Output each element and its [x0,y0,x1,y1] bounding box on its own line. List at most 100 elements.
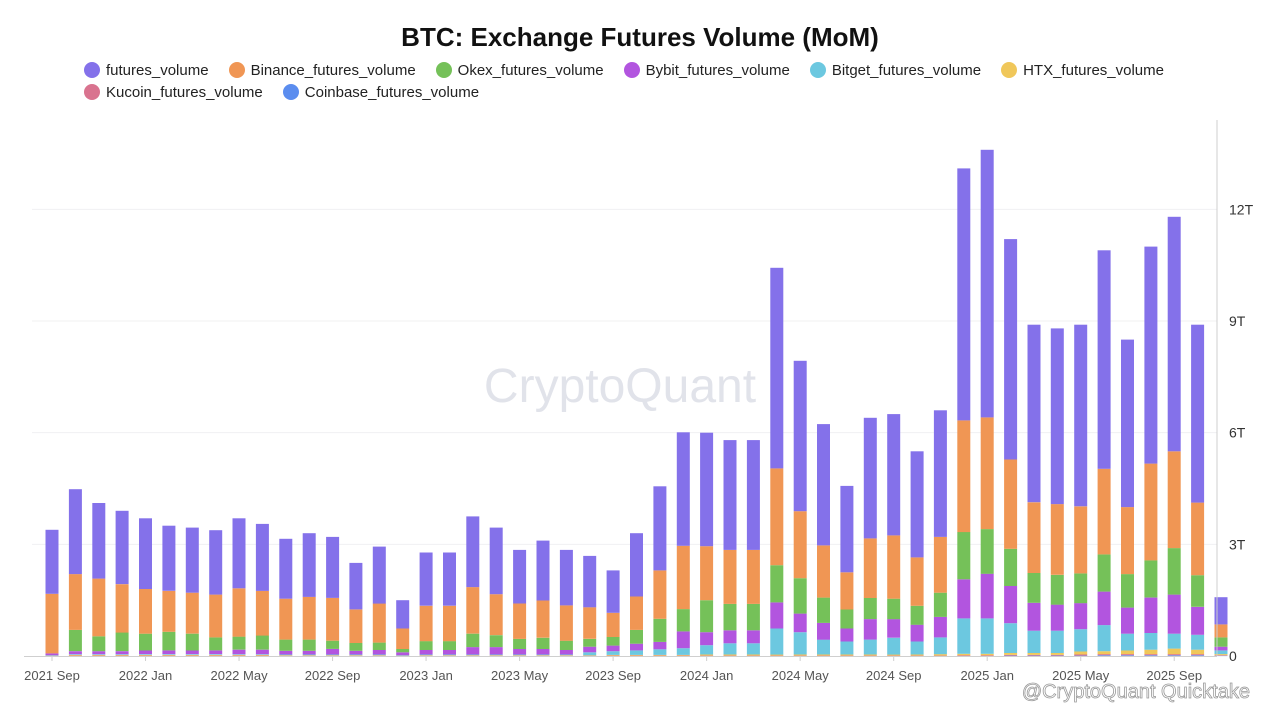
bar-segment-htx-futures-volume [676,654,690,656]
bar-segment-bitget-futures-volume [209,654,223,655]
bar-segment-kucoin-futures-volume [676,655,690,657]
bar-segment-okex-futures-volume [770,565,784,603]
bar-segment-binance-futures-volume [419,605,433,642]
bar-segment-bitget-futures-volume [630,650,643,655]
bar-segment-htx-futures-volume [513,655,527,656]
bar-segment-binance-futures-volume [817,545,830,598]
bar-segment-okex-futures-volume [1214,637,1228,647]
bar-segment-kucoin-futures-volume [746,655,760,657]
bar-segment-bitget-futures-volume [232,654,246,655]
bar-segment-okex-futures-volume [1097,554,1111,592]
bar-segment-htx-futures-volume [746,654,760,656]
bar-segment-futures-volume [1027,324,1041,503]
bar-segment-htx-futures-volume [863,654,877,656]
bar-segment-bybit-futures-volume [396,652,410,656]
y-tick-label: 12T [1229,201,1254,217]
legend-item-okex-futures-volume[interactable]: Okex_futures_volume [435,60,604,80]
bar-segment-okex-futures-volume [419,641,433,650]
bar-segment-htx-futures-volume [1074,651,1088,655]
bar-stack [92,503,106,657]
bar-segment-bybit-futures-volume [910,624,924,642]
bar-segment-kucoin-futures-volume [489,655,503,657]
bar-segment-futures-volume [232,518,246,589]
bar-segment-kucoin-futures-volume [1004,654,1018,656]
bar-segment-binance-futures-volume [723,549,737,604]
bar-segment-htx-futures-volume [45,655,59,657]
bar-segment-kucoin-futures-volume [887,655,901,657]
x-tick-label: 2025 May [1052,668,1110,683]
legend-item-futures-volume[interactable]: futures_volume [84,60,209,80]
bar-segment-kucoin-futures-volume [302,655,316,657]
legend-item-kucoin-futures-volume[interactable]: Kucoin_futures_volume [84,82,263,102]
bar-segment-coinbase-futures-volume [1097,655,1111,656]
bar-segment-kucoin-futures-volume [185,655,199,657]
bar-segment-bitget-futures-volume [770,628,784,655]
bar-segment-coinbase-futures-volume [1004,655,1018,657]
bar-segment-binance-futures-volume [770,468,784,566]
legend-item-binance-futures-volume[interactable]: Binance_futures_volume [228,60,416,80]
footer-watermark: @CryptoQuant Quicktake [1022,681,1250,703]
bar-segment-binance-futures-volume [372,603,386,643]
legend-item-bybit-futures-volume[interactable]: Bybit_futures_volume [623,60,790,80]
bar-segment-htx-futures-volume [723,654,737,656]
bar-segment-binance-futures-volume [980,417,994,530]
bar-segment-binance-futures-volume [536,600,550,638]
bar-segment-bitget-futures-volume [1214,650,1228,655]
bar-segment-bitget-futures-volume [1027,630,1041,653]
bar-stack [793,360,807,657]
bar-segment-bybit-futures-volume [419,650,433,655]
bar-segment-futures-volume [933,410,947,537]
bar-segment-futures-volume [700,432,714,547]
bar-segment-okex-futures-volume [746,603,760,631]
bar-segment-bitget-futures-volume [933,637,947,655]
bar-segment-okex-futures-volume [980,529,994,574]
x-tick-label: 2023 May [491,668,549,683]
bar-segment-binance-futures-volume [910,557,924,606]
bar-segment-coinbase-futures-volume [1144,655,1158,656]
bar-segment-bitget-futures-volume [817,639,830,655]
bar-segment-binance-futures-volume [45,593,59,654]
bar-segment-bybit-futures-volume [933,616,947,638]
bar-segment-bybit-futures-volume [723,630,737,644]
bar-segment-bybit-futures-volume [653,641,667,650]
bar-stack [45,529,59,657]
bar-segment-binance-futures-volume [933,536,947,593]
bar-segment-kucoin-futures-volume [513,655,527,657]
bar-segment-okex-futures-volume [302,639,316,651]
bar-segment-futures-volume [185,527,199,593]
x-tick-label: 2024 May [772,668,830,683]
bar-segment-binance-futures-volume [559,605,573,641]
bar-segment-bitget-futures-volume [746,643,760,655]
bar-segment-okex-futures-volume [326,640,340,649]
legend-label: Okex_futures_volume [457,61,604,79]
bar-stack [232,518,246,657]
legend-item-bitget-futures-volume[interactable]: Bitget_futures_volume [809,60,981,80]
bar-segment-bybit-futures-volume [606,645,620,652]
bar-segment-htx-futures-volume [1027,653,1041,655]
y-tick-label: 3T [1229,536,1246,552]
bar-segment-htx-futures-volume [396,655,410,657]
bar-segment-okex-futures-volume [279,639,293,651]
bar-segment-futures-volume [957,168,971,421]
bar-segment-htx-futures-volume [536,655,550,656]
bar-stack [372,546,386,657]
bar-segment-bybit-futures-volume [1097,591,1111,626]
bar-segment-bybit-futures-volume [1074,603,1088,630]
legend-label: Coinbase_futures_volume [304,83,480,101]
bar-stack [185,527,199,657]
bar-segment-okex-futures-volume [513,638,527,649]
bar-segment-futures-volume [513,549,527,604]
bar-stack [840,485,854,657]
bar-segment-kucoin-futures-volume [653,655,667,657]
bar-segment-okex-futures-volume [489,635,503,648]
bar-segment-bybit-futures-volume [583,646,597,653]
bar-stack [723,440,737,657]
bar-segment-kucoin-futures-volume [68,655,82,657]
bar-segment-okex-futures-volume [1027,573,1041,603]
bar-stack [770,267,784,657]
bar-segment-htx-futures-volume [162,654,176,656]
legend-item-htx-futures-volume[interactable]: HTX_futures_volume [1001,60,1164,80]
bar-stack [980,149,994,656]
legend-item-coinbase-futures-volume[interactable]: Coinbase_futures_volume [282,82,480,102]
